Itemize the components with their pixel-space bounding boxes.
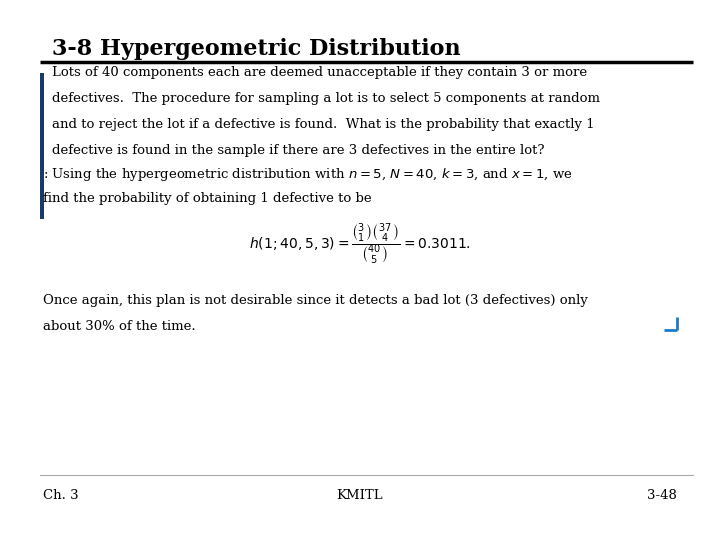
- Text: defective is found in the sample if there are 3 defectives in the entire lot?: defective is found in the sample if ther…: [52, 144, 544, 157]
- Text: : Using the hypergeometric distribution with $n = 5$, $N = 40$, $k = 3$, and $x : : Using the hypergeometric distribution …: [43, 166, 573, 183]
- Text: 3-8 Hypergeometric Distribution: 3-8 Hypergeometric Distribution: [52, 38, 461, 60]
- Text: Once again, this plan is not desirable since it detects a bad lot (3 defectives): Once again, this plan is not desirable s…: [43, 294, 588, 307]
- Text: 3-48: 3-48: [647, 489, 677, 502]
- Text: about 30% of the time.: about 30% of the time.: [43, 320, 196, 333]
- Text: defectives.  The procedure for sampling a lot is to select 5 components at rando: defectives. The procedure for sampling a…: [52, 92, 600, 105]
- Text: find the probability of obtaining 1 defective to be: find the probability of obtaining 1 defe…: [43, 192, 372, 205]
- Text: Lots of 40 components each are deemed unacceptable if they contain 3 or more: Lots of 40 components each are deemed un…: [52, 66, 587, 79]
- FancyBboxPatch shape: [40, 73, 44, 219]
- Text: Ch. 3: Ch. 3: [43, 489, 78, 502]
- Text: KMITL: KMITL: [337, 489, 383, 502]
- Text: $h(1; 40, 5, 3) = \dfrac{\binom{3}{1}\binom{37}{4}}{\binom{40}{5}} = 0.3011.$: $h(1; 40, 5, 3) = \dfrac{\binom{3}{1}\bi…: [249, 221, 471, 267]
- Text: and to reject the lot if a defective is found.  What is the probability that exa: and to reject the lot if a defective is …: [52, 118, 595, 131]
